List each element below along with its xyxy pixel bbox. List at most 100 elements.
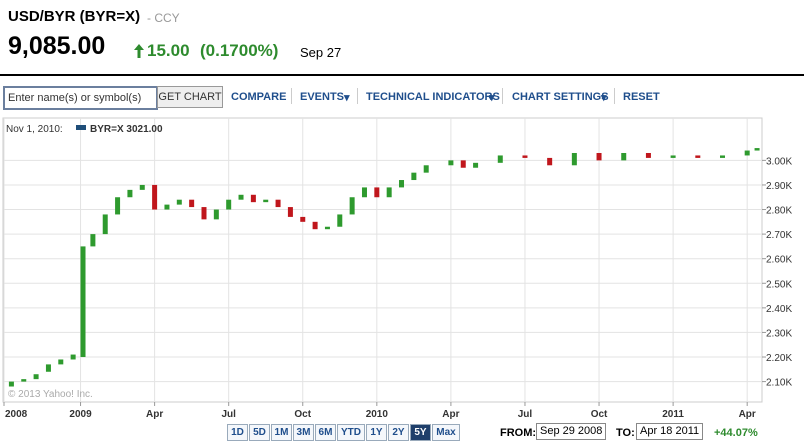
- range-button[interactable]: 1M: [271, 424, 292, 441]
- candle: [152, 184, 158, 210]
- price: 9,085.00: [8, 32, 106, 60]
- candle: [324, 226, 330, 230]
- from-input[interactable]: Sep 29 2008: [536, 423, 607, 440]
- to-label: TO:: [616, 427, 635, 439]
- separator: [291, 88, 292, 104]
- date: Sep 27: [300, 45, 342, 60]
- range-button[interactable]: 5D: [249, 424, 270, 441]
- range-button[interactable]: 6M: [315, 424, 336, 441]
- x-tick-label: 2010: [366, 409, 389, 420]
- link[interactable]: COMPARE: [231, 91, 287, 103]
- to-input[interactable]: Apr 18 2011: [636, 423, 704, 440]
- candle: [473, 162, 479, 168]
- y-tick-label: 2.70K: [766, 230, 792, 241]
- candle: [275, 199, 281, 208]
- candle: [164, 204, 170, 210]
- y-tick-label: 2.30K: [766, 328, 792, 339]
- x-tick-label: Jul: [221, 409, 236, 420]
- link[interactable]: TECHNICAL INDICATORS: [366, 91, 500, 103]
- dropdown-arrow: ▾: [344, 92, 350, 104]
- candle: [596, 152, 602, 161]
- range-button[interactable]: YTD: [337, 424, 365, 441]
- candle: [312, 221, 318, 230]
- candle: [423, 165, 429, 173]
- candle: [744, 150, 750, 156]
- range-button[interactable]: 1Y: [366, 424, 387, 441]
- candle: [695, 155, 701, 158]
- separator: [357, 88, 358, 104]
- change-percent: (0.1700%): [200, 41, 279, 60]
- candle: [45, 364, 51, 372]
- x-tick-label: Apr: [739, 409, 756, 420]
- x-tick-label: Oct: [591, 409, 608, 420]
- exchange: - CCY: [147, 11, 180, 25]
- legend-date: Nov 1, 2010:: [6, 124, 63, 135]
- candle: [226, 199, 232, 210]
- candle: [139, 184, 145, 190]
- candle: [70, 354, 76, 360]
- x-tick-label: Jul: [518, 409, 533, 420]
- y-tick-label: 2.10K: [766, 378, 792, 389]
- link[interactable]: RESET: [623, 91, 660, 103]
- candle: [374, 187, 380, 198]
- candle: [80, 246, 86, 358]
- plot-frame: [2, 117, 763, 403]
- symbol: USD/BYR (BYR=X): [8, 8, 141, 25]
- candle: [522, 155, 528, 158]
- x-tick-label: 2011: [662, 409, 684, 420]
- candle: [213, 209, 219, 220]
- range-button[interactable]: 2Y: [388, 424, 409, 441]
- copyright: © 2013 Yahoo! Inc.: [8, 389, 93, 400]
- candle: [571, 152, 577, 166]
- candle: [448, 160, 454, 166]
- range-button[interactable]: 1D: [227, 424, 248, 441]
- candle: [670, 155, 676, 158]
- candle: [176, 199, 182, 205]
- y-tick-label: 2.60K: [766, 255, 792, 266]
- candle: [287, 207, 293, 217]
- x-tick-label: 2008: [5, 409, 28, 420]
- dropdown-arrow: ▾: [489, 92, 495, 104]
- from-label: FROM:: [500, 427, 537, 439]
- candle: [189, 199, 195, 208]
- candle: [337, 214, 343, 227]
- candle: [102, 214, 108, 235]
- x-tick-label: Apr: [146, 409, 163, 420]
- x-tick-label: 2009: [69, 409, 92, 420]
- link[interactable]: EVENTS: [300, 91, 345, 103]
- y-tick-label: 3.00K: [766, 156, 792, 167]
- y-tick-label: 2.40K: [766, 304, 792, 315]
- candle: [497, 155, 503, 163]
- candle: [719, 155, 725, 158]
- symbol-input[interactable]: Enter name(s) or symbol(s): [3, 86, 158, 110]
- chart: 2.10K 2.20K 2.30K 2.40K 2.50K 2.60K 2.70K 2.80K…: [2, 117, 792, 420]
- range-button[interactable]: Max: [432, 424, 460, 441]
- range-button[interactable]: 5Y: [410, 424, 431, 441]
- link[interactable]: CHART SETTINGS: [512, 91, 609, 103]
- candle: [399, 180, 405, 188]
- candle: [547, 157, 553, 166]
- candle: [386, 187, 392, 198]
- change: 15.00: [147, 41, 190, 60]
- period-change: +44.07%: [714, 427, 758, 439]
- legend-swatch: [76, 125, 86, 130]
- candle: [115, 197, 121, 215]
- candle: [33, 374, 39, 380]
- candle: [300, 216, 306, 222]
- candle: [621, 152, 627, 161]
- up-arrow: [134, 44, 144, 58]
- candle: [250, 194, 256, 203]
- get-chart-button[interactable]: GET CHART: [157, 86, 223, 108]
- x-tick-label: Oct: [294, 409, 311, 420]
- candle: [645, 152, 651, 158]
- y-tick-label: 2.50K: [766, 279, 792, 290]
- candle: [460, 160, 466, 168]
- range-button[interactable]: 3M: [293, 424, 314, 441]
- candle: [411, 172, 417, 181]
- candle: [754, 148, 760, 151]
- y-tick-label: 2.80K: [766, 206, 792, 217]
- candle: [58, 359, 64, 365]
- y-tick-label: 2.90K: [766, 181, 792, 192]
- candle: [263, 199, 269, 203]
